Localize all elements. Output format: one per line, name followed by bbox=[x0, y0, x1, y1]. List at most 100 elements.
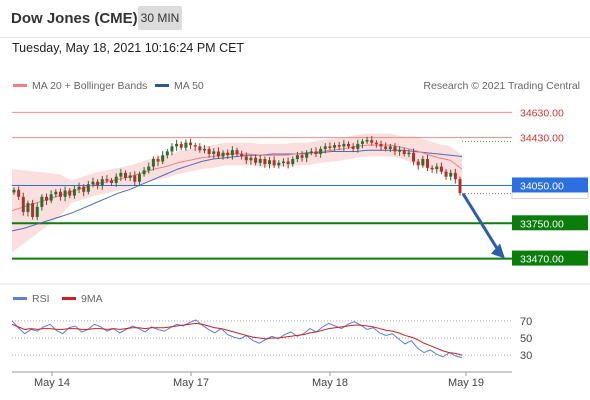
candle-body bbox=[444, 171, 448, 177]
candle-body bbox=[379, 143, 383, 147]
candle-body bbox=[268, 160, 272, 165]
time-axis: May 14 May 17 May 18 May 19 bbox=[12, 371, 512, 389]
candle-body bbox=[235, 150, 239, 154]
candle-body bbox=[189, 142, 193, 146]
candle-body bbox=[137, 174, 141, 182]
ma9-legend-swatch bbox=[62, 297, 76, 300]
candle-body bbox=[45, 196, 49, 201]
candle-body bbox=[58, 191, 62, 197]
candle-body bbox=[91, 181, 95, 185]
candle-body bbox=[333, 145, 337, 148]
price-pane: 34630.00 34430.00 34050.00 33750.00 33470.00 bbox=[11, 107, 589, 266]
ma50-legend-swatch bbox=[155, 84, 169, 87]
candle-body bbox=[40, 196, 44, 207]
timeframe-button[interactable]: 30 MIN bbox=[138, 6, 182, 30]
candle-body bbox=[165, 151, 169, 156]
price-level-label: 34050.00 bbox=[520, 180, 564, 192]
rsi-line bbox=[11, 319, 463, 359]
candle-body bbox=[309, 151, 313, 153]
candle-body bbox=[21, 196, 25, 212]
candle-body bbox=[351, 146, 355, 149]
candle-body bbox=[193, 145, 197, 147]
candle-body bbox=[198, 146, 202, 151]
candle-body bbox=[207, 148, 211, 154]
candle-body bbox=[142, 170, 146, 175]
candle-body bbox=[286, 161, 290, 165]
candle-body bbox=[216, 151, 220, 157]
ma20-legend-swatch bbox=[13, 84, 27, 87]
candle-body bbox=[356, 143, 360, 149]
candle-body bbox=[435, 166, 439, 170]
candle-body bbox=[323, 146, 327, 149]
candle-body bbox=[360, 141, 364, 144]
chart-header: Dow Jones (CME) 30 MIN bbox=[0, 0, 590, 38]
candle-body bbox=[133, 175, 137, 182]
candle-body bbox=[263, 159, 267, 165]
candle-body bbox=[328, 146, 332, 148]
candle-body bbox=[49, 194, 53, 201]
candle-body bbox=[258, 159, 262, 163]
bollinger-band bbox=[12, 133, 462, 253]
candle-body bbox=[402, 150, 406, 154]
time-axis-label: May 14 bbox=[34, 377, 70, 389]
candle-body bbox=[12, 189, 16, 193]
candle-body bbox=[124, 172, 127, 178]
instrument-title: Dow Jones (CME) bbox=[11, 10, 138, 27]
price-level-label: 33750.00 bbox=[520, 218, 564, 230]
candle-body bbox=[72, 189, 76, 196]
ma9-legend-label: 9MA bbox=[81, 293, 103, 305]
candle-body bbox=[384, 146, 388, 149]
rsi-legend-swatch bbox=[13, 297, 27, 300]
candle-body bbox=[398, 150, 402, 152]
candle-body bbox=[128, 175, 132, 178]
candle-body bbox=[161, 155, 165, 162]
candle-body bbox=[305, 152, 309, 158]
time-axis-label: May 18 bbox=[312, 377, 348, 389]
price-level-label: 34630.00 bbox=[520, 107, 564, 119]
candle-body bbox=[439, 166, 443, 172]
candle-body bbox=[374, 142, 378, 145]
candle-body bbox=[453, 172, 457, 180]
candle-body bbox=[35, 206, 39, 217]
candle-body bbox=[300, 155, 304, 158]
candle-body bbox=[96, 181, 100, 186]
candle-body bbox=[26, 203, 30, 212]
rsi-ma-line bbox=[11, 322, 463, 356]
candle-body bbox=[412, 152, 416, 162]
candle-body bbox=[277, 162, 281, 166]
price-level-tag bbox=[512, 177, 588, 193]
candle-body bbox=[221, 152, 225, 157]
candle-body bbox=[226, 152, 230, 156]
candle-body bbox=[314, 151, 318, 154]
price-level-tag bbox=[512, 250, 588, 266]
candle-body bbox=[319, 148, 323, 154]
candle-body bbox=[31, 203, 35, 217]
candle-body bbox=[240, 153, 244, 157]
candle-body bbox=[281, 161, 285, 164]
price-level-tag bbox=[512, 215, 588, 231]
candle-body bbox=[110, 180, 114, 183]
candle-body bbox=[100, 179, 104, 186]
chart-datetime: Tuesday, May 18, 2021 10:16:24 PM CET bbox=[12, 41, 245, 55]
rsi-pane: 70 50 30 bbox=[11, 316, 532, 362]
candle-body bbox=[388, 146, 392, 149]
forecast-arrow-shaft bbox=[461, 192, 501, 253]
candle-body bbox=[249, 157, 253, 161]
time-axis-label: May 19 bbox=[448, 377, 484, 389]
candle-body bbox=[82, 186, 86, 192]
candle-body bbox=[147, 166, 151, 171]
candle-body bbox=[63, 190, 67, 197]
candle-body bbox=[114, 176, 118, 183]
candle-body bbox=[407, 152, 411, 155]
candle-body bbox=[254, 157, 258, 163]
candle-body bbox=[170, 146, 174, 152]
candle-body bbox=[337, 145, 341, 147]
price-level-label: 34430.00 bbox=[520, 133, 564, 145]
candle-body bbox=[421, 159, 425, 166]
candle-body bbox=[347, 143, 350, 147]
candle-body bbox=[430, 167, 434, 170]
candle-body bbox=[416, 161, 420, 166]
candle-body bbox=[370, 140, 374, 143]
price-level-label: 33470.00 bbox=[520, 254, 564, 266]
